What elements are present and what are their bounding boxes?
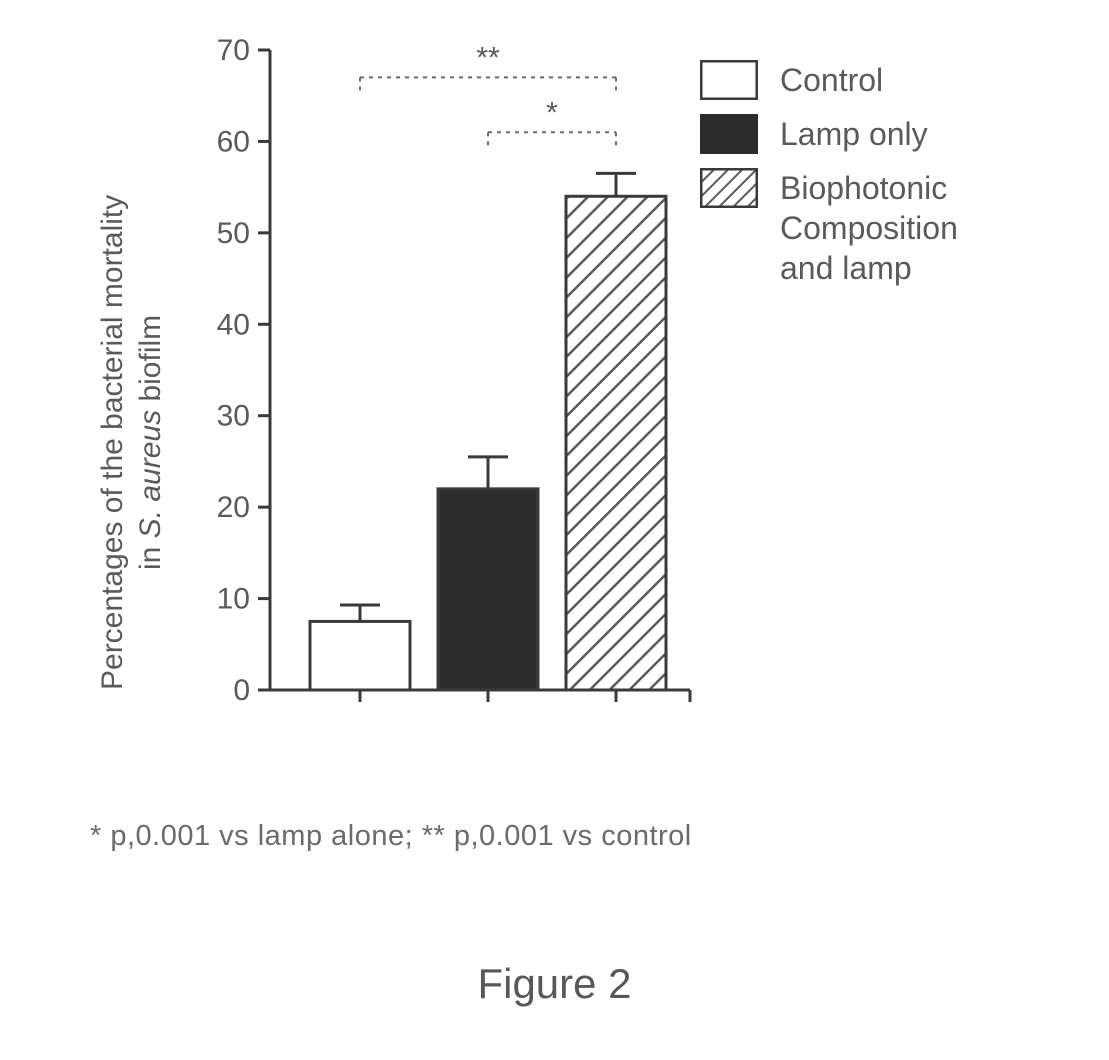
legend-item-control: Control bbox=[700, 60, 1080, 100]
y-tick-label: 50 bbox=[217, 217, 250, 250]
y-tick-label: 60 bbox=[217, 125, 250, 158]
legend-swatch-lamp bbox=[700, 114, 758, 154]
y-tick-label: 10 bbox=[217, 583, 250, 616]
y-tick-label: 40 bbox=[217, 308, 250, 341]
bar-control bbox=[310, 621, 410, 690]
legend-label-biophotonic: Biophotonic Compositionand lamp bbox=[780, 168, 1080, 288]
legend-swatch-biophotonic bbox=[700, 168, 758, 208]
bar-lamp_only bbox=[438, 489, 538, 690]
page: 010203040506070*** Percentages of the ba… bbox=[0, 0, 1109, 1060]
y-tick-label: 0 bbox=[233, 674, 250, 707]
y-axis-label-line1: Percentages of the bacterial mortality bbox=[96, 195, 130, 690]
y-tick-label: 70 bbox=[217, 34, 250, 67]
legend: Control Lamp only Biophotonic Compositio… bbox=[700, 60, 1080, 302]
legend-swatch-control bbox=[700, 60, 758, 100]
legend-label-lamp: Lamp only bbox=[780, 114, 928, 154]
y-axis-label-italic: S. aureus bbox=[134, 410, 167, 538]
y-tick-label: 30 bbox=[217, 400, 250, 433]
y-axis-label-line2: in S. aureus biofilm bbox=[134, 315, 168, 570]
y-tick-label: 20 bbox=[217, 491, 250, 524]
y-axis-label-prefix: in bbox=[134, 538, 167, 570]
y-axis-label-text-1: Percentages of the bacterial mortality bbox=[96, 195, 129, 690]
legend-item-lamp: Lamp only bbox=[700, 114, 1080, 154]
significance-label: * bbox=[546, 96, 558, 129]
y-axis-label-suffix: biofilm bbox=[134, 315, 167, 410]
legend-label-control: Control bbox=[780, 60, 883, 100]
footnote: * p,0.001 vs lamp alone; ** p,0.001 vs c… bbox=[90, 820, 692, 853]
legend-item-biophotonic: Biophotonic Compositionand lamp bbox=[700, 168, 1080, 288]
figure-label: Figure 2 bbox=[0, 960, 1109, 1008]
significance-label: ** bbox=[476, 41, 500, 74]
bar-biophotonic bbox=[566, 196, 666, 690]
